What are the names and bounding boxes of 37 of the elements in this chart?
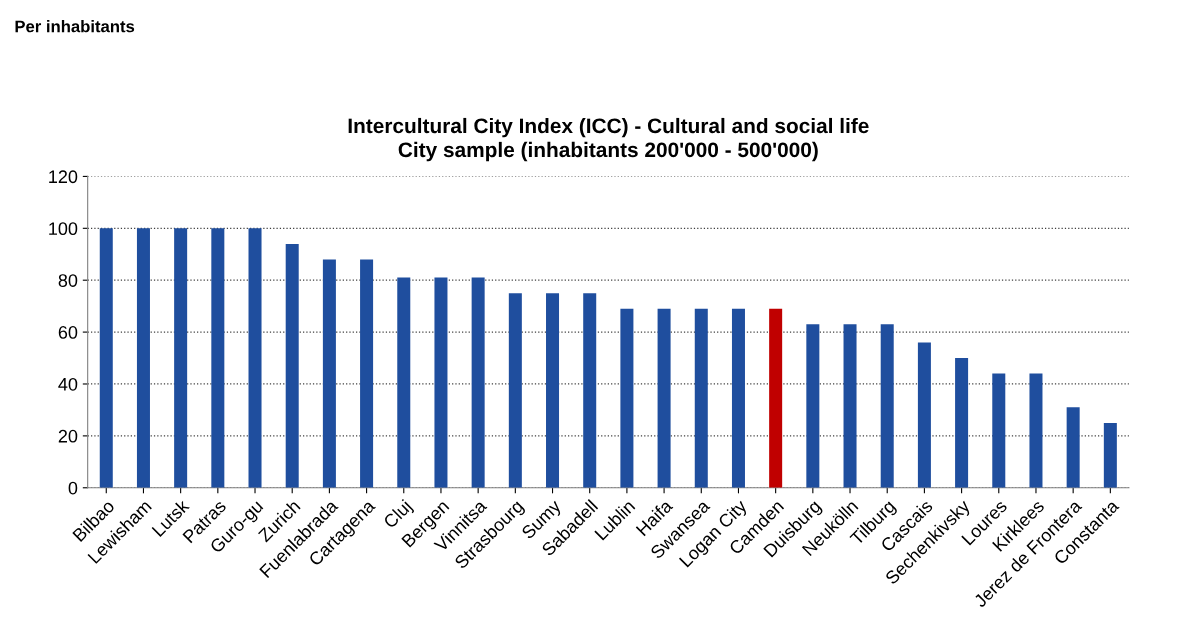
bar (360, 259, 374, 488)
bar (1029, 373, 1043, 488)
y-tick-label: 120 (49, 170, 78, 184)
bar (508, 293, 522, 488)
bar (620, 308, 634, 488)
y-tick-label: 60 (58, 326, 78, 339)
bar (769, 308, 783, 488)
bar (992, 373, 1006, 488)
bar (955, 358, 969, 488)
bar (322, 259, 336, 488)
bar (471, 277, 485, 488)
bar (917, 342, 931, 488)
chart-title: Intercultural City Index (ICC) - Cultural and social life City sample (inhabitants 200'000 - 500'000) (348, 117, 869, 162)
bar (1066, 407, 1080, 488)
bar (248, 228, 262, 488)
bar (657, 308, 671, 488)
bar (880, 324, 894, 488)
bar (136, 228, 150, 488)
bar (806, 324, 820, 488)
bar (546, 293, 560, 488)
bar (285, 243, 299, 488)
bar (694, 308, 708, 488)
bar (843, 324, 857, 488)
text: Per inhabitants (15, 20, 135, 33)
y-tick-label: 40 (58, 377, 78, 391)
bar (731, 308, 745, 488)
y-tick-label: 100 (49, 222, 78, 236)
bar (1103, 422, 1117, 488)
bar (174, 228, 188, 488)
bar (434, 277, 448, 488)
bar (397, 277, 411, 488)
y-tick-label: 80 (58, 274, 78, 287)
y-tick-label: 0 (68, 481, 78, 495)
y-tick-label: 20 (58, 429, 78, 443)
bar (583, 293, 597, 488)
bar (211, 228, 225, 488)
bar (99, 228, 113, 488)
